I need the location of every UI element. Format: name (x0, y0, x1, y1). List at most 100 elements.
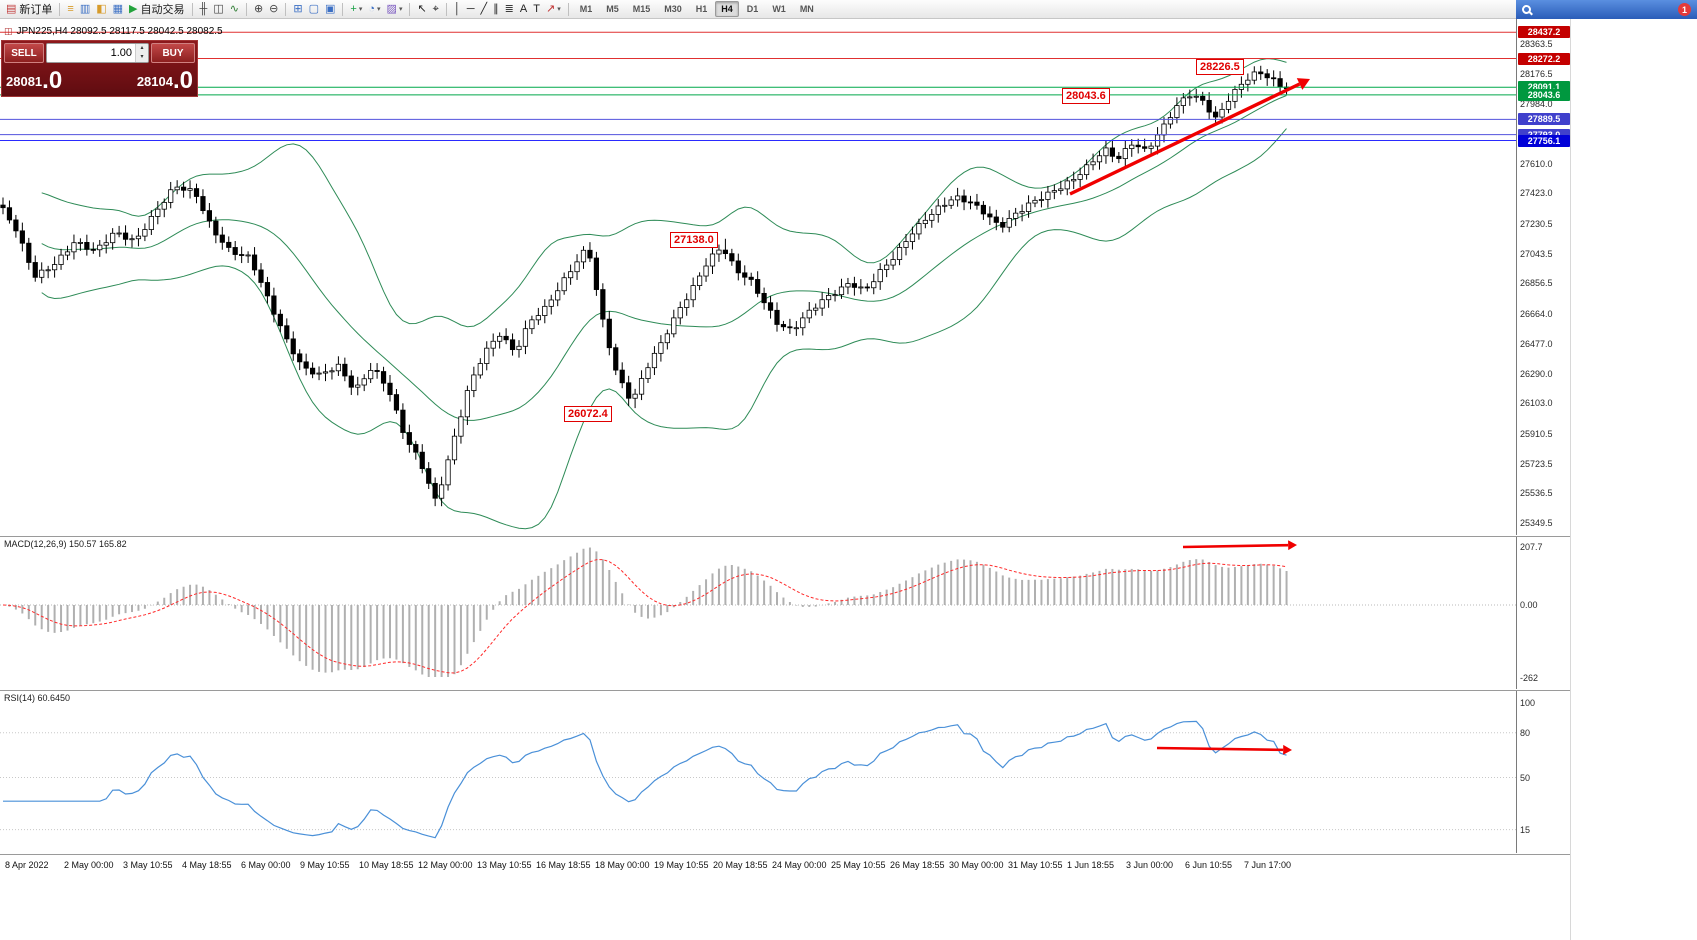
cursor-button[interactable]: ↖ (414, 1, 429, 18)
price-annotation[interactable]: 26072.4 (564, 406, 612, 422)
main-chart-canvas[interactable] (0, 19, 1516, 535)
price-level-badge: 28272.2 (1518, 52, 1570, 65)
bollinger-lower-band (41, 128, 1287, 530)
price-tick-label: 25723.5 (1520, 458, 1553, 469)
trend-arrow-macd[interactable] (1182, 540, 1297, 551)
rsi-canvas[interactable] (0, 691, 1516, 853)
macd-axis[interactable]: 207.7 0.00 -262 (1516, 537, 1570, 689)
rsi-axis[interactable]: 100 80 50 15 (1516, 691, 1570, 853)
periods-button[interactable]: ◔ ▾ (365, 1, 383, 18)
templates-button[interactable]: ▨ ▾ (384, 1, 406, 18)
search-icon[interactable] (1522, 5, 1531, 14)
channel-button[interactable]: ∥ (490, 1, 502, 18)
timeframe-w1-button[interactable]: W1 (772, 4, 786, 14)
buy-price-main: 28104 (136, 74, 173, 89)
toolbar-right-panel: 1 (1516, 0, 1697, 19)
trend-arrow-main[interactable] (1069, 78, 1310, 196)
macd-tick-label: 207.7 (1520, 542, 1543, 553)
tile-windows-button[interactable]: ⊞ (290, 1, 305, 18)
fibonacci-button[interactable]: ≣ (502, 1, 517, 18)
crosshair-button[interactable]: ⌖ (430, 1, 442, 18)
market-watch-button[interactable]: ≡ (64, 1, 76, 18)
indicators-button[interactable]: + ▾ (347, 1, 365, 18)
cascade-windows-button[interactable]: ▢ (306, 1, 322, 18)
sell-button[interactable]: SELL (4, 43, 44, 63)
label-button[interactable]: T (530, 1, 543, 18)
macd-tick-label: -262 (1520, 673, 1539, 684)
zoom-in-icon: ⊕ (253, 3, 264, 15)
rsi-tick-label: 50 (1520, 772, 1531, 783)
panel-separator[interactable] (0, 689, 1570, 691)
time-axis-label: 16 May 18:55 (536, 860, 591, 870)
vertical-line-button[interactable]: │ (451, 1, 464, 18)
chevron-down-icon: ▾ (358, 6, 363, 13)
zoom-out-button[interactable]: ⊖ (266, 1, 281, 18)
timeframe-h1-button[interactable]: H1 (695, 4, 708, 14)
line-chart-icon: ∿ (229, 3, 239, 15)
arrange-windows-icon: ▣ (325, 3, 336, 15)
price-tick-label: 27610.0 (1520, 158, 1553, 169)
text-icon: A (519, 3, 528, 15)
data-window-icon: ▥ (79, 3, 91, 15)
volume-decrease-button[interactable]: ▾ (136, 53, 148, 62)
price-annotation[interactable]: 28043.6 (1062, 88, 1110, 104)
buy-price-pips: .0 (172, 67, 193, 94)
price-annotation[interactable]: 27138.0 (670, 232, 718, 248)
zoom-in-button[interactable]: ⊕ (251, 1, 266, 18)
macd-panel[interactable]: MACD(12,26,9) 150.57 165.82 (0, 537, 1516, 689)
price-tick-label: 27984.0 (1520, 99, 1553, 110)
timeframe-d1-button[interactable]: D1 (746, 4, 759, 14)
line-chart-button[interactable]: ∿ (227, 1, 242, 18)
volume-input[interactable] (47, 44, 135, 62)
arrange-windows-button[interactable]: ▣ (322, 1, 338, 18)
chevron-down-icon: ▾ (557, 6, 561, 13)
text-button[interactable]: A (517, 1, 530, 18)
timeframe-m5-button[interactable]: M5 (606, 4, 619, 14)
timeframe-m1-button[interactable]: M1 (579, 4, 593, 14)
trend-arrow-rsi[interactable] (1156, 744, 1292, 755)
time-axis-label: 25 May 10:55 (831, 860, 886, 870)
timeframe-h4-button[interactable]: H4 (715, 1, 739, 17)
crosshair-icon: ⌖ (432, 3, 439, 15)
price-tick-label: 26477.0 (1520, 338, 1553, 349)
horizontal-line-button[interactable]: ─ (464, 1, 478, 18)
toolbar-separator (59, 2, 61, 16)
trade-panel-prices: 28081.0 28104.0 (4, 63, 195, 94)
channel-icon: ∥ (493, 3, 499, 15)
navigator-button[interactable]: ◧ (93, 1, 109, 18)
terminal-button[interactable]: ▦ (110, 1, 126, 18)
panel-separator[interactable] (0, 853, 1570, 855)
volume-spinner: ▴ ▾ (135, 44, 148, 62)
bar-chart-button[interactable]: ╫ (197, 1, 211, 18)
arrows-button[interactable]: ↗ ▾ (543, 1, 564, 18)
time-axis-label: 1 Jun 18:55 (1067, 860, 1115, 870)
timeframe-m15-button[interactable]: M15 (632, 4, 651, 14)
new-order-button[interactable]: ▤ 新订单 (3, 1, 55, 18)
autotrading-button[interactable]: ▶ 自动交易 (126, 1, 187, 18)
price-annotation[interactable]: 28226.5 (1196, 59, 1244, 75)
sell-price: 28081.0 (6, 68, 62, 94)
new-order-button-label: 新订单 (19, 4, 53, 16)
main-chart-panel[interactable]: ◫ JPN225,H4 28092.5 28117.5 28042.5 2808… (0, 19, 1516, 535)
bollinger-upper-band (41, 58, 1287, 328)
rsi-panel[interactable]: RSI(14) 60.6450 (0, 691, 1516, 853)
timeframe-mn-button[interactable]: MN (799, 4, 814, 14)
notification-badge[interactable]: 1 (1678, 3, 1691, 16)
time-axis-label: 6 Jun 10:55 (1185, 860, 1233, 870)
macd-tick-label: 0.00 (1520, 600, 1538, 610)
time-axis-label: 13 May 10:55 (477, 860, 532, 870)
sell-price-main: 28081 (6, 74, 43, 89)
trendline-button[interactable]: ╱ (478, 1, 491, 18)
buy-button[interactable]: BUY (151, 43, 195, 63)
timeframe-m30-button[interactable]: M30 (664, 4, 682, 14)
price-axis[interactable]: 28363.5 28176.5 27984.0 27610.0 27423.0 27230… (1516, 19, 1570, 535)
macd-canvas[interactable] (0, 537, 1516, 689)
label-icon: T (533, 3, 540, 15)
data-window-button[interactable]: ▥ (77, 1, 93, 18)
volume-increase-button[interactable]: ▴ (136, 44, 148, 53)
price-tick-label: 27423.0 (1520, 188, 1553, 199)
panel-separator[interactable] (0, 535, 1570, 537)
candlestick-chart-button[interactable]: ◫ (210, 1, 226, 18)
time-axis[interactable]: 8 Apr 2022 2 May 00:00 3 May 10:55 4 May 18… (0, 855, 1570, 875)
bollinger-middle-band (41, 95, 1287, 421)
